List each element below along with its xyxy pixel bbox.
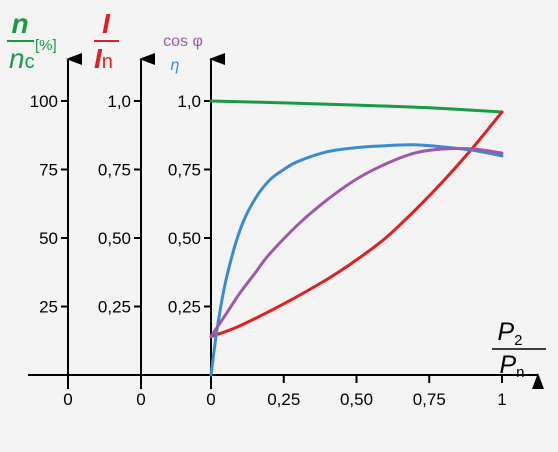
labels-layer: 1007550251,00,750,500,251,00,750,500,250… xyxy=(7,8,546,409)
series-line-current xyxy=(209,110,504,339)
y2-label-denominator: In xyxy=(94,43,113,74)
y-tick-label-n: 100 xyxy=(30,92,58,111)
x-tick-label: 0,75 xyxy=(413,390,446,409)
y-tick-label-I: 0,50 xyxy=(98,229,131,248)
x-label-num-main: P xyxy=(497,318,514,346)
y-tick-label-n: 50 xyxy=(39,229,58,248)
y2-label-numerator: I xyxy=(102,8,111,39)
y-tick-label-cos: 0,25 xyxy=(168,298,201,317)
y-tick-label-cos: 1,0 xyxy=(177,92,201,111)
y-tick-label-cos: 0,50 xyxy=(168,229,201,248)
y2-den-main: I xyxy=(94,43,103,74)
x-axis-label-denominator: Pn xyxy=(499,351,524,381)
x-axis-label-numerator: P2 xyxy=(497,318,522,349)
y-tick-label-I: 0,75 xyxy=(98,161,131,180)
y-tick-label-I: 0,25 xyxy=(98,298,131,317)
series-line-speed xyxy=(209,99,504,114)
y3-label-line2: η xyxy=(171,57,180,74)
y1-den-sub: c xyxy=(25,51,35,73)
x-zero-label-axis-2: 0 xyxy=(136,390,145,409)
y-tick-label-n: 25 xyxy=(39,298,58,317)
y1-label-numerator: n xyxy=(11,8,28,39)
y-tick-label-n: 75 xyxy=(39,161,58,180)
series-line-efficiency xyxy=(209,143,504,377)
y-tick-label-I: 1,0 xyxy=(107,92,131,111)
x-label-den-sub: n xyxy=(516,364,524,381)
series-line-power_factor xyxy=(209,146,504,339)
x-label-num-sub: 2 xyxy=(514,332,522,349)
x-tick-label: 0,50 xyxy=(340,390,373,409)
series-layer xyxy=(209,99,504,377)
y1-den-main: n xyxy=(9,43,25,74)
x-tick-label: 0,25 xyxy=(267,390,300,409)
x-zero-label-axis-1: 0 xyxy=(63,390,72,409)
y-tick-label-cos: 0,75 xyxy=(168,161,201,180)
y1-label-unit: [%] xyxy=(35,37,57,54)
y2-den-sub: n xyxy=(102,51,113,73)
y1-label-denominator: nc xyxy=(9,43,35,74)
x-tick-label: 1 xyxy=(497,390,506,409)
y3-label-line1: cos φ xyxy=(163,33,203,50)
x-label-den-main: P xyxy=(499,351,516,379)
x-tick-label: 0 xyxy=(206,390,215,409)
